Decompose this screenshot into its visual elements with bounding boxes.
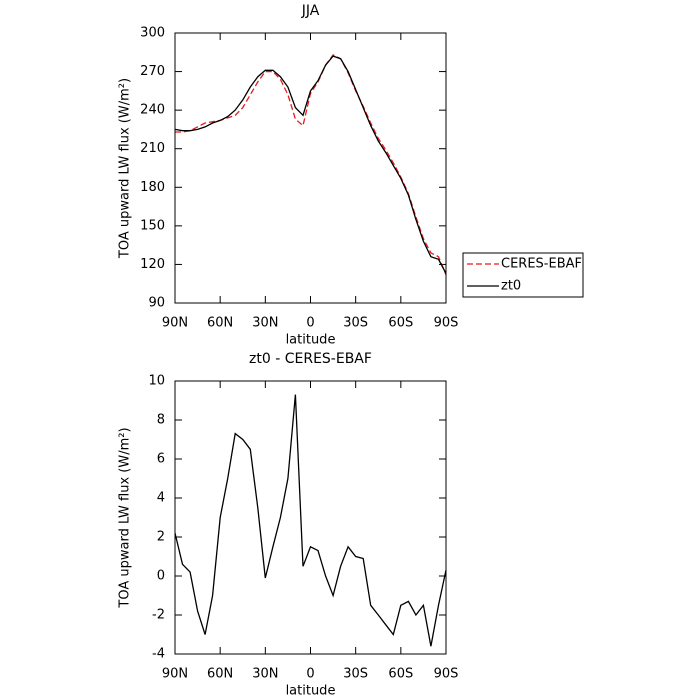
y-tick-label: 90 — [148, 296, 165, 311]
y-tick-label: 210 — [140, 141, 165, 156]
x-axis-label: latitude — [286, 333, 336, 348]
y-tick-label: 300 — [140, 26, 165, 41]
legend-label: zt0 — [501, 279, 521, 294]
x-tick-label: 60S — [388, 667, 413, 682]
y-tick-label: 240 — [140, 103, 165, 118]
x-tick-label: 60S — [388, 316, 413, 331]
plot-frame — [174, 32, 447, 304]
plot-frame — [174, 380, 447, 655]
y-tick-label: 6 — [157, 452, 165, 467]
x-tick-label: 0 — [306, 316, 314, 331]
chart-title: zt0 - CERES-EBAF — [249, 351, 372, 367]
y-tick-label: 270 — [140, 64, 165, 79]
x-tick-label: 90N — [162, 316, 188, 331]
x-tick-label: 60N — [207, 316, 233, 331]
y-axis-label: TOA upward LW flux (W/m²) — [118, 78, 133, 259]
data-line — [174, 394, 447, 647]
data-line — [174, 55, 447, 274]
y-tick-label: 10 — [148, 374, 165, 389]
x-tick-label: 90S — [434, 667, 459, 682]
y-tick-label: 4 — [157, 491, 165, 506]
x-tick-label: 30N — [252, 667, 278, 682]
x-axis-label: latitude — [286, 684, 336, 699]
y-tick-label: -4 — [152, 647, 165, 662]
y-axis-label: TOA upward LW flux (W/m²) — [118, 427, 133, 608]
x-tick-label: 90S — [434, 316, 459, 331]
y-tick-label: 120 — [140, 257, 165, 272]
x-tick-label: 30S — [343, 667, 368, 682]
data-line — [175, 54, 447, 275]
y-tick-label: 150 — [140, 218, 165, 233]
y-tick-label: 2 — [157, 530, 165, 545]
x-tick-label: 60N — [207, 667, 233, 682]
x-tick-label: 30N — [252, 316, 278, 331]
chart-title: JJA — [301, 3, 320, 19]
y-tick-label: 180 — [140, 180, 165, 195]
y-tick-label: -2 — [152, 608, 165, 623]
y-tick-label: 8 — [157, 413, 165, 428]
x-tick-label: 0 — [306, 667, 314, 682]
legend-label: CERES-EBAF — [501, 257, 582, 272]
x-tick-label: 90N — [162, 667, 188, 682]
x-tick-label: 30S — [343, 316, 368, 331]
legend-box — [462, 252, 584, 298]
y-tick-label: 0 — [157, 569, 165, 584]
